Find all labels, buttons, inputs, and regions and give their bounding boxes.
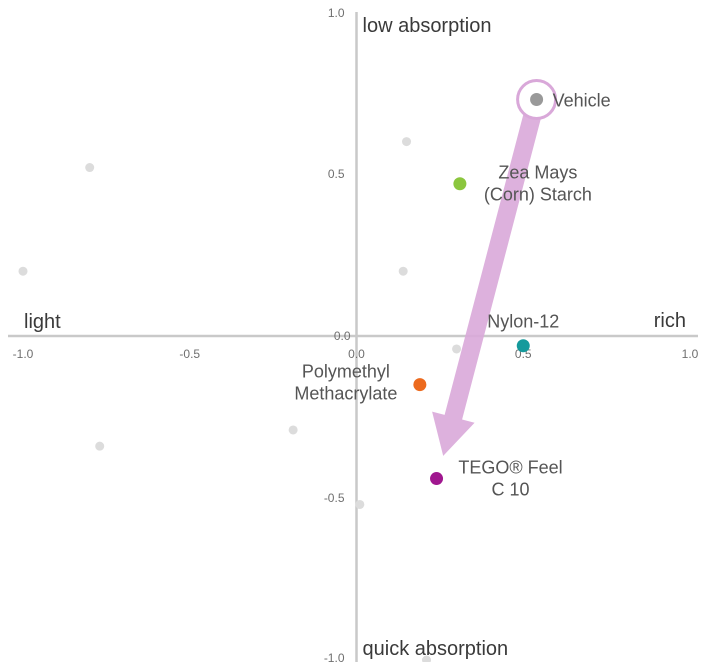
background-point [18,266,28,276]
background-point [452,344,462,354]
axes [8,12,698,662]
data-point-pmma [413,378,427,392]
data-point-tego [430,472,444,486]
background-point [288,425,298,435]
data-point-nylon-12 [516,339,530,353]
data-label-zea-mays: (Corn) Starch [484,185,592,205]
x-axis-positive-label: rich [654,310,686,332]
background-points [18,137,462,662]
data-label-pmma: Polymethyl [302,362,390,382]
background-point [355,499,365,509]
highlighted-points: Vehicle Zea Mays(Corn) Starch Nylon-12 Poly… [294,78,611,500]
y-axis-negative-label: quick absorption [363,638,509,660]
y-tick-label: 1.0 [328,6,345,20]
background-point [402,137,412,147]
tick-labels: -1.0 -0.5 0.0 0.5 1.01.00.50.0-0.5-1.0 [13,6,699,662]
data-label-nylon-12: Nylon-12 [487,312,559,332]
data-point-vehicle [530,92,544,106]
data-point-zea-mays [453,177,467,191]
y-axis-positive-label: low absorption [363,15,492,37]
background-point [85,163,95,173]
x-tick-label: 1.0 [682,347,699,361]
background-point [422,655,432,662]
x-tick-label: -0.5 [179,347,200,361]
axis-labels: low absorption quick absorption light rich [24,15,686,660]
data-label-tego: TEGO® Feel [458,458,562,478]
data-label-zea-mays: Zea Mays [498,163,577,183]
x-tick-label: 0.0 [348,347,365,361]
y-tick-label: 0.5 [328,167,345,181]
background-point [398,266,408,276]
y-tick-label: 0.0 [334,329,351,343]
data-label-pmma: Methacrylate [294,384,397,404]
x-axis-negative-label: light [24,311,61,333]
trend-arrow-shape [432,114,541,456]
background-point [95,441,105,451]
y-tick-label: -0.5 [324,491,345,505]
y-tick-label: -1.0 [324,651,345,662]
data-label-vehicle: Vehicle [553,90,611,110]
trend-arrow [432,114,541,456]
x-tick-label: -1.0 [13,347,34,361]
data-label-tego: C 10 [492,480,530,500]
